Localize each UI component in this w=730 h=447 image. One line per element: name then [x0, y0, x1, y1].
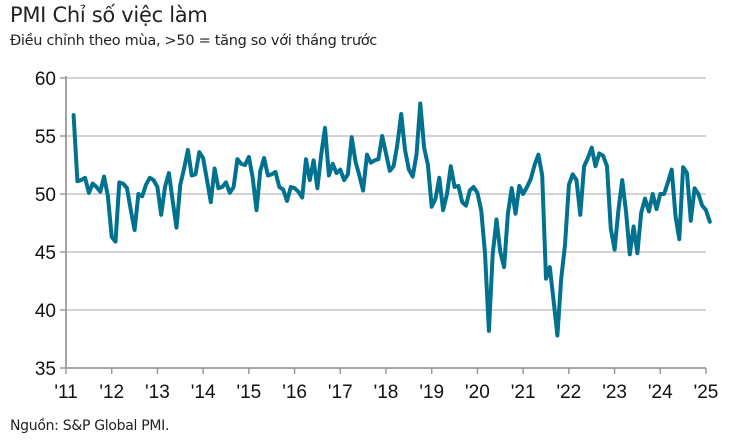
- x-tick-label: '22: [556, 382, 581, 403]
- x-tick-label: '15: [236, 382, 261, 403]
- y-tick-label: 40: [35, 301, 56, 322]
- x-axis-ticks: '11 '12 '13 '14 '15 '16 '17 '18 '19 '20 '21 '22 '23 '…: [54, 368, 718, 403]
- x-tick-label: '23: [602, 382, 627, 403]
- y-tick-label: 45: [35, 243, 56, 264]
- x-tick-label: '17: [328, 382, 353, 403]
- x-tick-label: '20: [465, 382, 490, 403]
- x-tick-label: '14: [191, 382, 216, 403]
- chart-title: PMI Chỉ số việc làm: [10, 3, 208, 27]
- x-tick-label: '25: [694, 382, 719, 403]
- grid-lines: [66, 77, 706, 311]
- source-note: Nguồn: S&P Global PMI.: [10, 418, 170, 434]
- y-tick-label: 35: [35, 359, 56, 380]
- x-tick-label: '19: [419, 382, 444, 403]
- x-tick-label: '16: [282, 382, 307, 403]
- y-tick-label: 50: [35, 185, 56, 206]
- chart-subtitle: Điều chỉnh theo mùa, >50 = tăng so với t…: [10, 33, 377, 49]
- x-tick-label: '12: [99, 382, 124, 403]
- x-tick-label: '11: [54, 382, 77, 403]
- series-line: [71, 101, 712, 338]
- y-axis-ticks: 35 40 45 50 55 60: [35, 69, 66, 380]
- x-tick-label: '21: [511, 382, 536, 403]
- series-group: [71, 101, 712, 338]
- x-tick-label: '18: [374, 382, 399, 403]
- x-tick-label: '13: [145, 382, 170, 403]
- y-tick-label: 60: [35, 69, 56, 90]
- y-tick-label: 55: [35, 127, 56, 148]
- x-tick-label: '24: [648, 382, 673, 403]
